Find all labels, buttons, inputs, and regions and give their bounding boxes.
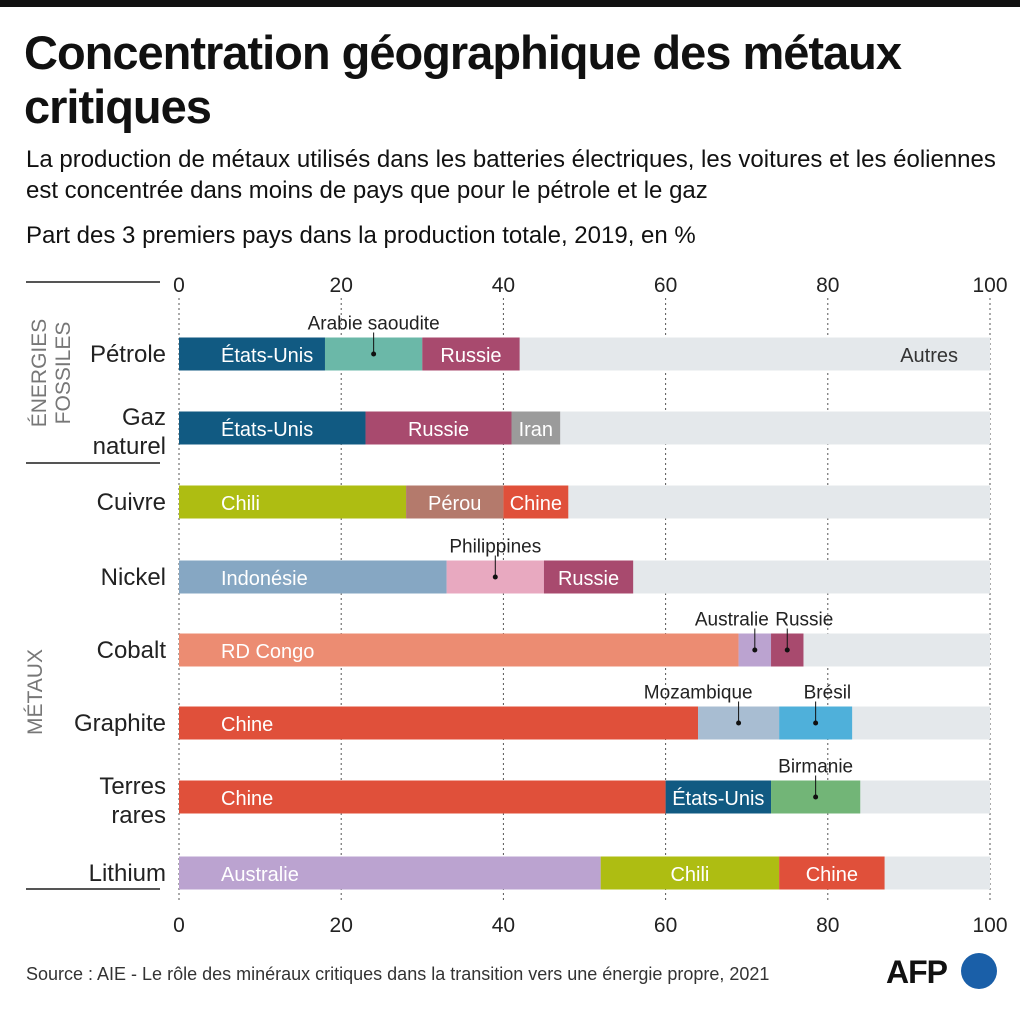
segment-label: RD Congo — [221, 641, 314, 663]
tick-label-bottom: 80 — [816, 914, 839, 937]
segment-label: Chine — [221, 714, 273, 736]
tick-label-bottom: 20 — [330, 914, 353, 937]
segment-label: Russie — [440, 345, 501, 367]
top-rule — [0, 0, 1020, 7]
bar-segment — [179, 856, 601, 890]
bar-segment — [179, 780, 666, 814]
chart-subtitle: La production de métaux utilisés dans le… — [26, 146, 996, 204]
row-label: Cuivre — [97, 489, 166, 516]
afp-logo: AFP — [886, 953, 997, 990]
bar-segment — [179, 337, 325, 371]
rest-label: Autres — [900, 345, 958, 367]
callout-dot — [492, 574, 498, 580]
unit-note: Part des 3 premiers pays dans la product… — [26, 222, 696, 249]
bar-segment — [179, 411, 366, 445]
tick-label-bottom: 60 — [654, 914, 677, 937]
tick-label-top: 80 — [816, 274, 839, 297]
row-label: rares — [111, 802, 166, 829]
tick-label-top: 60 — [654, 274, 677, 297]
row-label: Terres — [99, 773, 166, 800]
tick-label-top: 40 — [492, 274, 515, 297]
segment-label: États-Unis — [672, 787, 764, 810]
segment-label: Chine — [221, 788, 273, 810]
callout-label: Brésil — [804, 683, 852, 704]
tick-label-top: 0 — [173, 274, 185, 297]
chart-title: Concentration géographique des métaux cr… — [24, 26, 902, 133]
segment-label: Chili — [221, 493, 260, 515]
segment-label: Russie — [408, 419, 469, 441]
tick-label-bottom: 100 — [972, 914, 1007, 937]
bar-segment — [600, 856, 780, 890]
bar-segment — [511, 411, 561, 445]
callout-label: Russie — [775, 610, 833, 631]
segment-label: Russie — [558, 568, 619, 590]
bar-segment — [179, 706, 699, 740]
tick-label-top: 100 — [972, 274, 1007, 297]
svg-text:AFP: AFP — [886, 954, 948, 990]
segment-label: États-Unis — [221, 418, 313, 441]
row-label: Gaz — [122, 404, 166, 431]
row-label: naturel — [93, 433, 166, 460]
segment-label: Iran — [519, 419, 553, 441]
tick-label-top: 20 — [330, 274, 353, 297]
segment-label: Chili — [670, 864, 709, 886]
callout-label: Birmanie — [778, 757, 853, 778]
segment-label: Indonésie — [221, 568, 308, 590]
callout-label: Mozambique — [644, 683, 753, 704]
callout-dot — [736, 720, 742, 726]
bar-segment — [503, 485, 569, 519]
callout-dot — [813, 720, 819, 726]
bar-segment — [365, 411, 512, 445]
bar-segment — [779, 856, 885, 890]
segment-label: Chine — [806, 864, 858, 886]
group-label-metals: MÉTAUX — [24, 649, 47, 735]
callout-dot — [784, 647, 790, 653]
callout-label: Arabie saoudite — [308, 314, 440, 335]
callout-label: Australie — [695, 610, 769, 631]
bar-segment — [179, 485, 407, 519]
callout-dot — [813, 794, 819, 800]
row-label: Nickel — [101, 564, 166, 591]
bar-segment — [422, 337, 520, 371]
bar-segment — [543, 560, 634, 594]
segment-label: États-Unis — [221, 344, 313, 367]
row-label: Pétrole — [90, 341, 166, 368]
callout-dot — [752, 647, 758, 653]
source-note: Source : AIE - Le rôle des minéraux crit… — [26, 964, 770, 984]
row-label: Graphite — [74, 710, 166, 737]
group-label-fossil: FOSSILES — [52, 322, 75, 425]
group-label-fossil: ÉNERGIES — [28, 319, 51, 428]
bar-segment — [406, 485, 504, 519]
segment-label: Chine — [510, 493, 562, 515]
segment-label: Australie — [221, 864, 299, 886]
tick-label-bottom: 40 — [492, 914, 515, 937]
bar-segment — [179, 633, 739, 667]
row-label: Lithium — [89, 860, 166, 887]
callout-dot — [371, 351, 377, 357]
segment-label: Pérou — [428, 493, 481, 515]
row-label: Cobalt — [97, 637, 167, 664]
callout-label: Philippines — [449, 537, 541, 558]
bar-segment — [179, 560, 447, 594]
tick-label-bottom: 0 — [173, 914, 185, 937]
bar-segment — [665, 780, 772, 814]
